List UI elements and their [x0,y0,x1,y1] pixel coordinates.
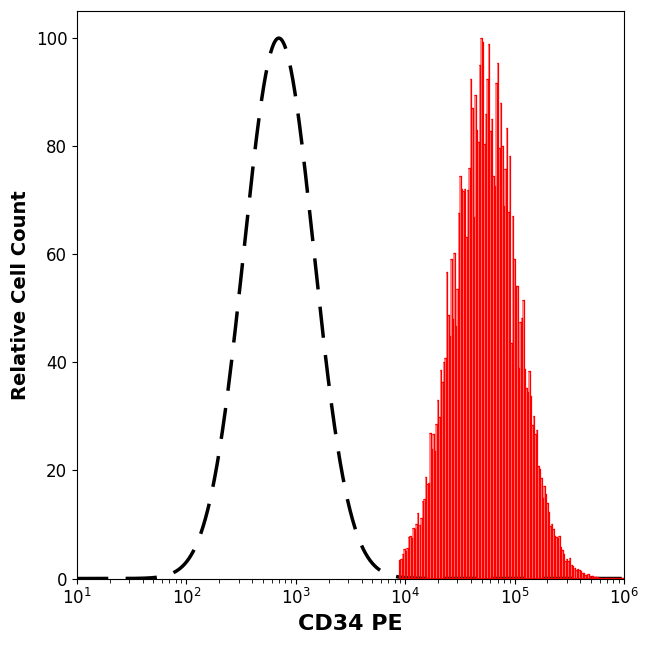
Y-axis label: Relative Cell Count: Relative Cell Count [11,190,30,400]
X-axis label: CD34 PE: CD34 PE [298,614,403,634]
